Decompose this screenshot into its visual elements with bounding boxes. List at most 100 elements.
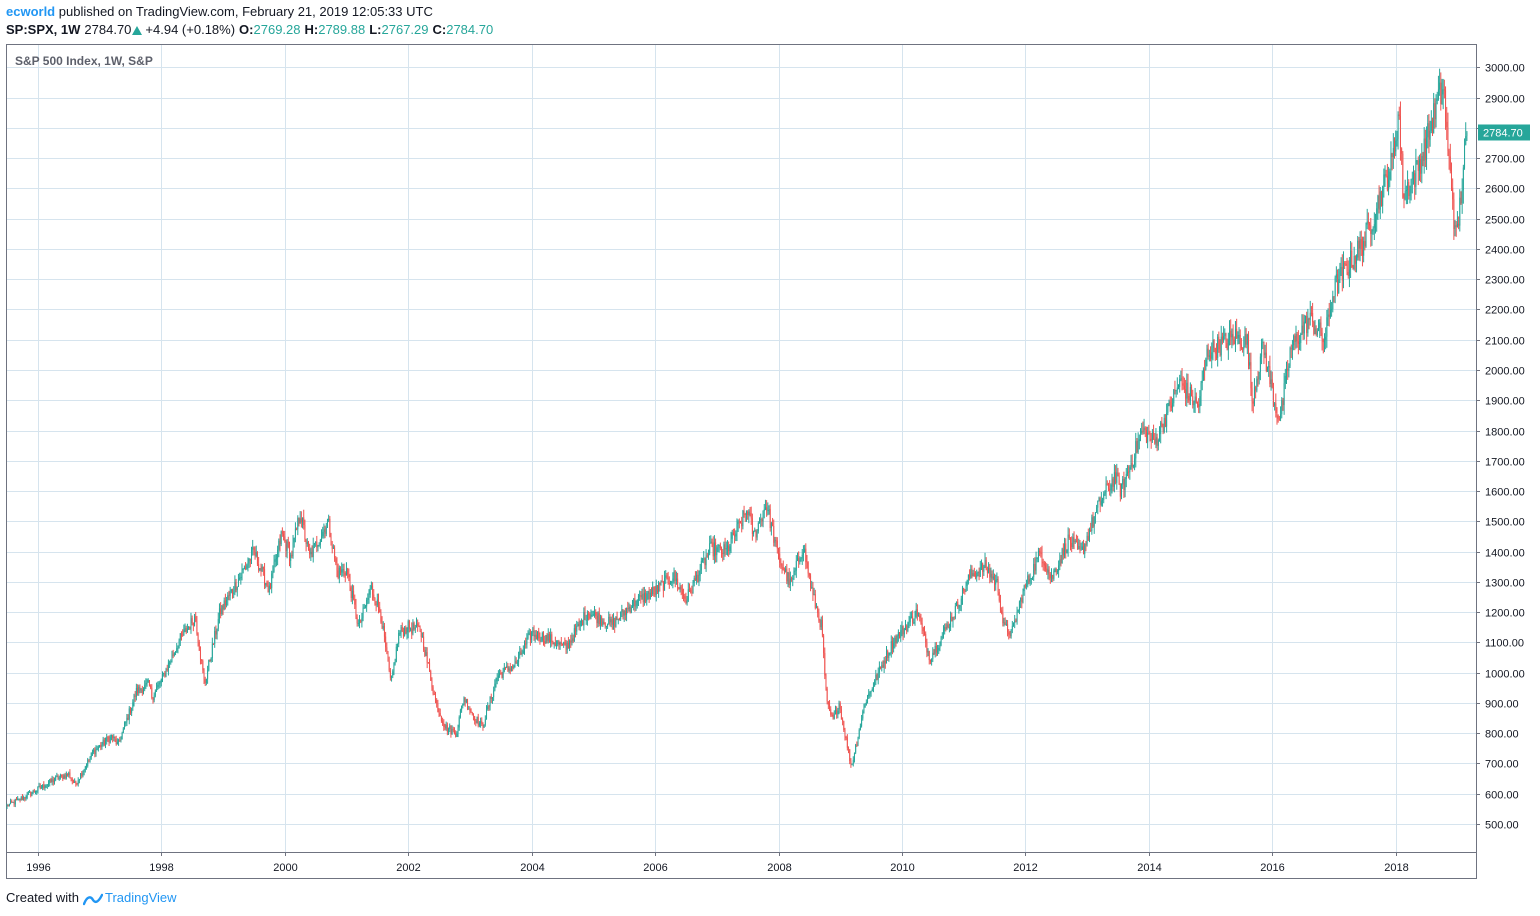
candle-body [1455,225,1457,227]
candle-body [513,665,515,668]
time-axis[interactable]: 1996 1998 2000 2002 2004 2006 2008 2010 2012 2014… [26,852,1409,874]
candle-body [1297,341,1299,344]
candle [1261,338,1263,365]
candle [488,704,490,712]
candle-body [1365,224,1367,247]
candle-body [977,571,979,573]
candle [609,613,611,627]
candle-body [901,626,903,631]
candle-body [539,638,541,642]
candle-body [1296,333,1298,342]
candle [661,574,663,583]
candle [1437,75,1439,101]
candle-body [669,583,671,585]
candle [1194,387,1196,413]
candle [1054,567,1056,573]
candle [856,741,858,747]
candle-body [316,541,318,548]
candle-body [815,606,817,608]
candle [55,775,57,782]
candle-body [1452,187,1454,200]
candle [137,684,139,696]
candle [1332,290,1334,313]
candle [585,614,587,625]
candle [877,667,879,685]
candle [980,559,982,571]
candle-body [1245,334,1247,345]
price-axis[interactable]: 500.00600.00700.00800.00900.001000.00110… [1476,63,1525,832]
candle [1156,433,1158,452]
author-link[interactable]: ecworld [6,4,56,19]
candle [1043,560,1045,572]
candle-body [1424,138,1426,160]
candle-body [1395,140,1397,152]
candle-body [833,714,835,719]
candle-body [1360,239,1362,250]
chart-title: S&P 500 Index, 1W, S&P [15,54,153,68]
candle-body [1431,121,1433,134]
candle-body [76,783,78,785]
candle [760,513,762,528]
candle-body [884,660,886,664]
y-tick-label: 600.00 [1485,790,1519,802]
candle [71,777,73,785]
candle [976,569,978,582]
candle [1318,319,1320,332]
candle [838,700,840,715]
candle [408,619,410,633]
candle [70,777,72,782]
candle [836,706,838,719]
x-tick-label: 2016 [1260,862,1284,874]
candle [1249,352,1251,370]
candle-body [1098,498,1100,501]
candle [1148,424,1150,435]
candle-body [572,638,574,642]
candle [1205,357,1207,371]
candle [278,538,280,558]
candle [688,583,690,593]
candle [94,747,96,758]
candle [1058,560,1060,578]
candle-body [1420,158,1422,174]
candle [1074,538,1076,544]
candle [157,681,159,691]
candle-body [560,642,562,645]
candle [997,576,999,596]
candle [802,545,804,562]
candle-body [1242,348,1244,350]
candle-body [1030,578,1032,580]
candle-body [1261,342,1263,357]
candle-body [1153,432,1155,439]
candle-body [1160,422,1162,435]
candle-body [737,521,739,525]
candle [588,610,590,621]
candle [189,626,191,631]
candle [862,709,864,721]
candle-body [643,592,645,603]
candle [425,646,427,657]
candle-body [836,709,838,715]
candle [1016,606,1018,625]
candle [672,572,674,589]
candle-body [444,726,446,729]
candle [725,541,727,555]
candle [375,601,377,612]
candle-body [1264,352,1266,356]
candle [452,726,454,733]
candle-body [992,576,994,579]
candle [355,598,357,620]
candle-body [838,703,840,711]
candle [1462,164,1464,204]
candle [1081,541,1083,551]
candle-body [529,632,531,641]
tradingview-link[interactable]: TradingView [104,890,177,905]
candle [647,590,649,600]
candle [706,552,708,558]
candle [1320,316,1322,337]
candle [685,592,687,605]
candle [1200,381,1202,406]
candle [675,571,677,585]
candle [50,777,52,783]
candle [468,705,470,710]
